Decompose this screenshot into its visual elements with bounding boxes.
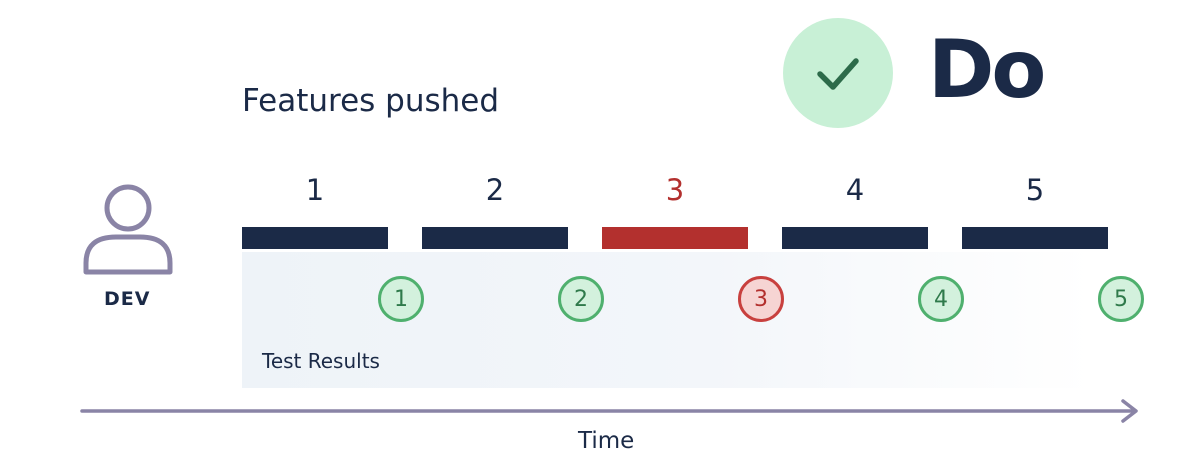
features-pushed-title: Features pushed: [242, 83, 500, 119]
test-result-3: 3: [738, 276, 784, 322]
feature-bar-5: [962, 227, 1108, 249]
feature-number-2: 2: [485, 173, 505, 207]
feature-bar-1: [242, 227, 388, 249]
feature-number-1: 1: [305, 173, 325, 207]
feature-number-4: 4: [845, 173, 865, 207]
feature-bar-4: [782, 227, 928, 249]
feature-number-3: 3: [665, 173, 685, 207]
user-icon: [83, 184, 173, 275]
feature-bar-2: [422, 227, 568, 249]
feature-bar-3: [602, 227, 748, 249]
test-result-5: 5: [1098, 276, 1144, 322]
test-result-2: 2: [558, 276, 604, 322]
test-results-label: Test Results: [262, 349, 380, 373]
dev-label: DEV: [104, 288, 151, 310]
feature-number-5: 5: [1025, 173, 1045, 207]
test-result-1: 1: [378, 276, 424, 322]
check-icon: [817, 58, 859, 90]
time-axis-arrow: [80, 399, 1138, 423]
test-result-4: 4: [918, 276, 964, 322]
time-axis-label: Time: [578, 428, 635, 454]
do-badge: [783, 18, 893, 128]
do-heading: Do: [928, 23, 1046, 116]
